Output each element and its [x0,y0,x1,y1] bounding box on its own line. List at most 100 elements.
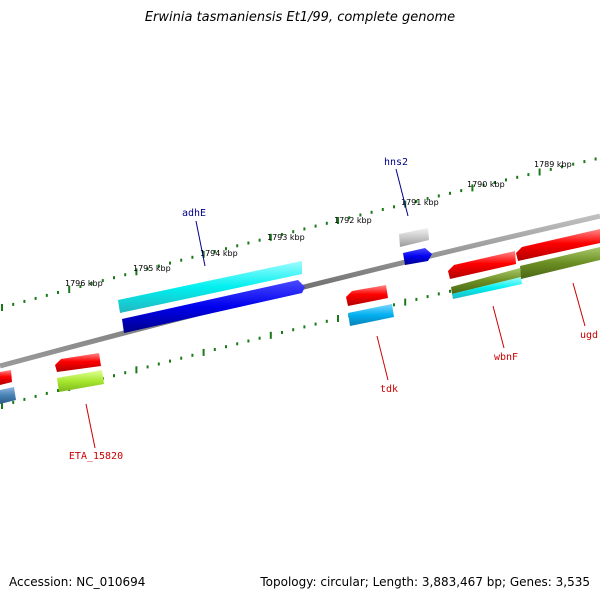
outer-ring-minor-tick [113,276,115,280]
gene-arrow-tdk-cds[interactable] [348,304,394,326]
outer-ring-minor-tick [57,291,59,294]
outer-ring-minor-tick [90,282,93,285]
outer-ring-minor-tick [381,208,384,211]
outer-ring-minor-tick [124,273,127,277]
outer-ring-minor-tick [169,261,171,265]
gene-arrow-wbnF[interactable] [448,251,516,279]
inner-ring-minor-tick [225,345,227,349]
outer-ring-minor-tick [583,160,586,164]
leader-eta15820 [85,403,96,449]
inner-ring-minor-tick [303,325,306,329]
outer-ring-minor-tick [493,181,496,185]
gene-arrow-hns2[interactable] [403,248,432,265]
gene-labels: adhE hns2 tdk wbnF ugd ETA_15820 [69,157,598,462]
scale-label-1796: 1796 kbp [65,279,103,288]
outer-ring-minor-tick [101,279,104,283]
outer-ring-minor-tick [348,216,351,220]
gene-arrow-hns2-cds[interactable] [399,228,429,247]
scale-label-1790: 1790 kbp [467,180,505,189]
inner-ring-minor-tick [180,356,183,360]
gene-arrow-eta15820[interactable] [55,353,101,372]
gene-label-hns2[interactable]: hns2 [384,157,408,168]
outer-ring-minor-tick [393,205,395,209]
outer-ring-minor-tick [191,255,194,259]
outer-ring-minor-tick [527,173,530,177]
outer-ring-major-tick [471,184,474,192]
outer-ring-minor-tick [325,221,328,225]
outer-tick-ring [1,157,597,311]
gene-label-wbnF[interactable]: wbnF [494,352,518,363]
outer-ring-minor-tick [157,264,160,268]
gene-arrow-wbnF-cds-olive[interactable] [451,268,521,294]
gene-label-eta15820[interactable]: ETA_15820 [69,451,123,462]
outer-ring-minor-tick [516,175,519,179]
outer-ring-minor-tick [460,189,463,193]
inner-ring-minor-tick [34,394,37,398]
leader-ugd [572,282,586,327]
outer-ring-minor-tick [12,302,15,306]
inner-ring-minor-tick [12,400,15,404]
map-title: Erwinia tasmaniensis Et1/99, complete ge… [144,10,456,25]
gene-arrow-tdk[interactable] [346,285,388,306]
outer-ring-minor-tick [594,157,597,161]
leader-adhE [195,220,206,267]
outer-ring-minor-tick [281,233,283,236]
outer-ring-minor-tick [146,267,149,271]
inner-ring-minor-tick [191,353,194,357]
outer-ring-minor-tick [225,247,227,251]
inner-ring-minor-tick [314,322,317,326]
gene-arrow-ugd-cds[interactable] [520,247,600,279]
inner-ring-major-tick [1,402,3,409]
inner-ring-minor-tick [247,339,250,343]
scale-label-1789: 1789 kbp [534,160,572,169]
outer-ring-major-tick [1,304,3,311]
gene-label-tdk[interactable]: tdk [380,384,398,395]
gene-arrow-adhE-cds[interactable] [118,261,302,313]
outer-ring-minor-tick [34,296,37,300]
outer-ring-minor-tick [79,285,82,288]
inner-ring-minor-tick [124,371,127,375]
inner-ring-minor-tick [213,348,216,351]
outer-ring-minor-tick [426,197,429,201]
gene-arrow-eta15820-cds[interactable] [57,370,104,392]
outer-ring-major-tick [68,286,71,293]
outer-ring-minor-tick [258,238,261,242]
outer-ring-minor-tick [561,165,563,169]
outer-ring-minor-tick [180,258,183,262]
outer-ring-minor-tick [213,250,216,253]
gene-leader-lines [85,168,586,449]
inner-ring-minor-tick [45,391,48,395]
gene-arrow-adhE[interactable] [122,280,305,333]
gene-label-adhE[interactable]: adhE [182,208,206,219]
genome-summary-text: Topology: circular; Length: 3,883,467 bp… [260,575,590,589]
outer-ring-major-tick [202,250,205,258]
outer-ring-minor-tick [236,244,239,248]
inner-ring-minor-tick [146,365,149,369]
inner-ring-minor-tick [426,295,429,299]
inner-ring-minor-tick [281,331,283,334]
outer-ring-major-tick [135,268,138,276]
inner-ring-major-tick [269,331,272,339]
outer-ring-minor-tick [482,183,485,187]
inner-ring-minor-tick [258,336,261,340]
inner-ring-minor-tick [292,328,295,332]
outer-ring-minor-tick [303,227,306,231]
scale-label-1794: 1794 kbp [200,249,238,258]
outer-ring-minor-tick [359,213,362,217]
outer-ring-major-tick [269,233,272,241]
outer-ring-minor-tick [549,167,552,171]
outer-ring-minor-tick [572,162,575,166]
outer-ring-minor-tick [45,293,48,297]
gene-arrow-wbnF-cds-cyan[interactable] [452,277,522,299]
outer-ring-minor-tick [23,299,26,303]
outer-ring-minor-tick [449,191,451,195]
gene-label-ugd[interactable]: ugd [580,330,598,341]
gene-arrow-left-edge-cds[interactable] [0,387,16,404]
outer-ring-minor-tick [292,230,295,234]
inner-ring-minor-tick [236,342,239,346]
scale-label-1792: 1792 kbp [334,216,372,225]
inner-ring-major-tick [202,348,205,356]
gene-arrow-ugd[interactable] [516,229,600,261]
gene-arrow-left-edge[interactable] [0,370,12,385]
